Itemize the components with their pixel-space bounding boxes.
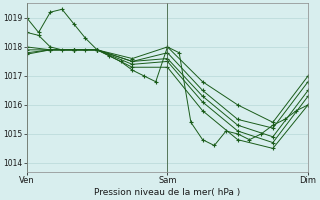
X-axis label: Pression niveau de la mer( hPa ): Pression niveau de la mer( hPa )	[94, 188, 241, 197]
